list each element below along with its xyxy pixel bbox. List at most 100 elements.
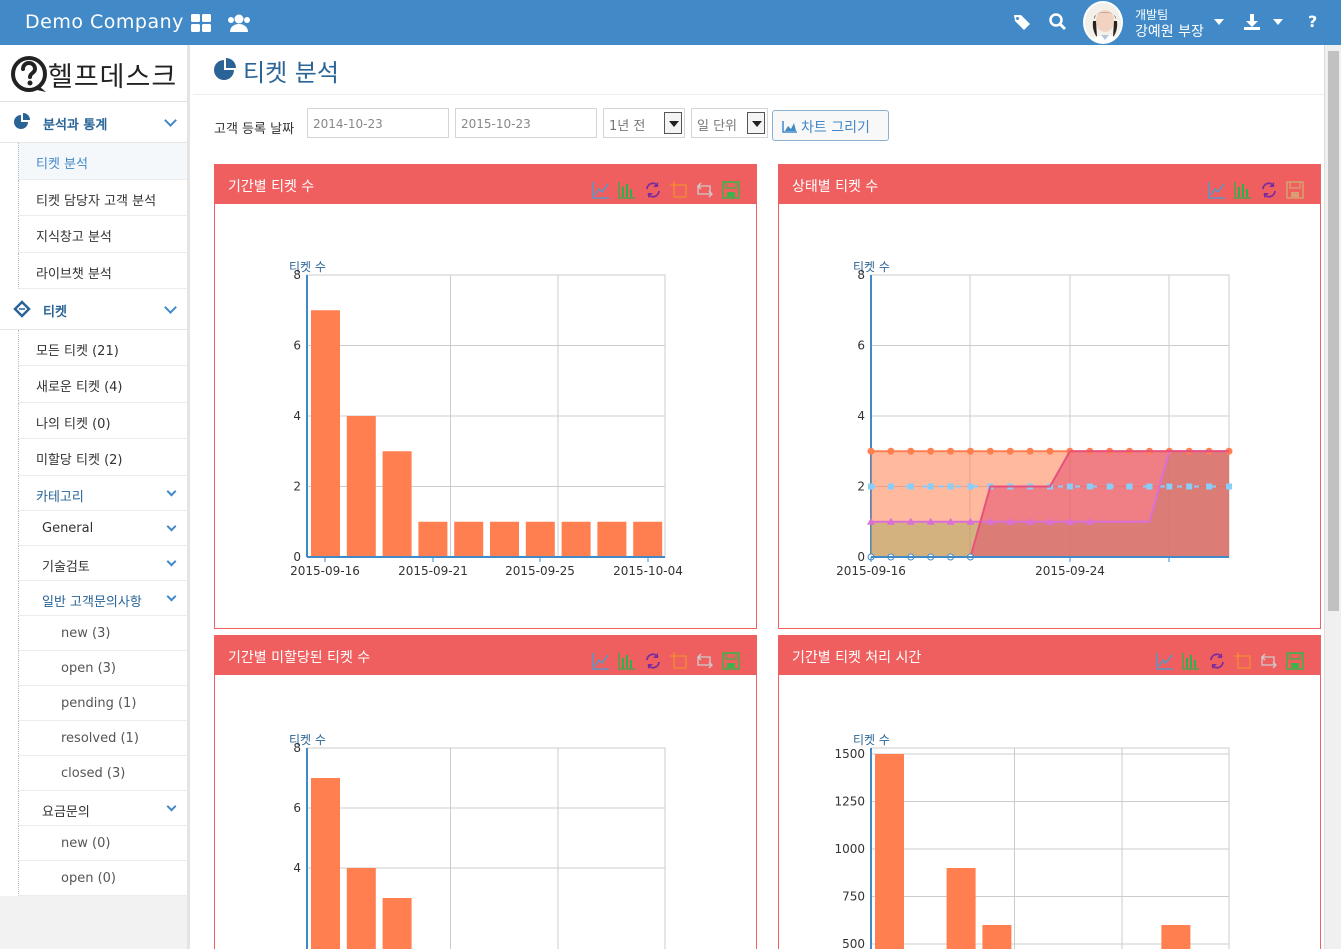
data-point	[887, 483, 894, 490]
restore-icon[interactable]	[644, 181, 664, 201]
line-chart-switch-icon[interactable]	[1156, 652, 1176, 672]
save-image-icon[interactable]	[1286, 652, 1306, 672]
unit-select-arrow-icon[interactable]	[747, 112, 765, 134]
data-point	[1006, 447, 1014, 455]
restore-icon[interactable]	[1208, 652, 1228, 672]
sidebar-item[interactable]: open (3)	[18, 650, 187, 686]
sidebar-item-label: 기술검토	[42, 559, 90, 575]
x-tick-label: 2015-09-24	[1035, 564, 1105, 578]
data-zoom-reset-icon[interactable]	[696, 652, 716, 672]
sidebar-item[interactable]: new (3)	[18, 615, 187, 651]
sidebar-section-1[interactable]: 티켓	[0, 289, 187, 330]
data-zoom-icon[interactable]	[670, 652, 690, 672]
sidebar-item[interactable]: 일반 고객문의사항	[18, 580, 187, 616]
data-zoom-reset-icon[interactable]	[696, 181, 716, 201]
bar-chart-switch-icon[interactable]	[618, 652, 638, 672]
data-point	[1026, 447, 1034, 455]
data-point	[907, 483, 914, 490]
data-point	[886, 517, 895, 525]
sidebar-item-label: 카테고리	[36, 489, 84, 505]
data-point	[907, 447, 915, 455]
sidebar-item[interactable]: 미할당 티켓 (2)	[18, 439, 187, 476]
unit-select[interactable]: 일 단위	[691, 108, 768, 138]
sidebar-item[interactable]: 요금문의	[18, 790, 187, 826]
sidebar-item[interactable]: 라이브챗 분석	[18, 252, 187, 289]
line-chart-switch-icon[interactable]	[592, 181, 612, 201]
data-point	[947, 483, 954, 490]
data-zoom-icon[interactable]	[670, 181, 690, 201]
user-avatar[interactable]	[1083, 1, 1123, 44]
chevron-down-icon[interactable]	[166, 591, 177, 602]
range-select-arrow-icon[interactable]	[664, 112, 682, 134]
y-tick-label: 1250	[834, 795, 865, 809]
data-point	[1186, 483, 1193, 490]
sidebar-section-0[interactable]: 분석과 통계	[0, 102, 187, 143]
date-from-input[interactable]: 2014-10-23	[307, 108, 449, 138]
data-point	[986, 517, 995, 525]
sidebar-item[interactable]: 티켓 담당자 고객 분석	[18, 179, 187, 216]
chevron-down-icon[interactable]	[164, 301, 177, 314]
date-to-input[interactable]: 2015-10-23	[455, 108, 597, 138]
data-zoom-reset-icon[interactable]	[1260, 652, 1280, 672]
x-tick-label: 2015-09-21	[398, 564, 468, 578]
company-brand[interactable]: Demo Company	[25, 11, 184, 33]
sidebar-item[interactable]: open (0)	[18, 860, 187, 896]
users-group-icon[interactable]	[227, 12, 250, 34]
data-zoom-icon[interactable]	[1234, 652, 1254, 672]
sidebar-item[interactable]: 티켓 분석	[18, 143, 187, 180]
sidebar-item[interactable]: resolved (1)	[18, 720, 187, 756]
draw-chart-button[interactable]: 차트 그리기	[772, 110, 889, 141]
data-point	[1086, 483, 1093, 490]
data-point	[966, 447, 974, 455]
page-scrollbar[interactable]	[1324, 45, 1341, 949]
chevron-down-icon[interactable]	[166, 521, 177, 532]
sidebar-item[interactable]: 지식창고 분석	[18, 216, 187, 253]
dashboard-grid-icon[interactable]	[190, 12, 212, 34]
sidebar-item[interactable]: General	[18, 510, 187, 546]
sidebar-item[interactable]: 기술검토	[18, 545, 187, 581]
pie-chart-icon	[13, 113, 31, 135]
bar-chart-switch-icon[interactable]	[1234, 181, 1254, 201]
save-image-icon[interactable]	[722, 181, 742, 201]
sidebar-item[interactable]: pending (1)	[18, 685, 187, 721]
search-icon[interactable]	[1048, 12, 1070, 34]
restore-icon[interactable]	[644, 652, 664, 672]
help-icon[interactable]: ?	[1308, 12, 1318, 31]
save-image-icon[interactable]	[722, 652, 742, 672]
chevron-down-icon[interactable]	[166, 486, 177, 497]
helpdesk-logo[interactable]: 헬프데스크	[0, 45, 187, 102]
sidebar-item[interactable]: 새로운 티켓 (4)	[18, 366, 187, 403]
bar-chart-switch-icon[interactable]	[618, 181, 638, 201]
data-point	[1226, 483, 1232, 490]
bar-chart-switch-icon[interactable]	[1182, 652, 1202, 672]
tags-icon[interactable]	[1012, 12, 1034, 34]
line-chart-switch-icon[interactable]	[1208, 181, 1228, 201]
y-tick-label: 8	[293, 741, 301, 755]
download-icon[interactable]	[1242, 12, 1264, 34]
data-point	[1046, 447, 1054, 455]
sidebar-item-label: General	[42, 520, 94, 536]
user-name[interactable]: 강예원 부장	[1135, 24, 1204, 40]
download-menu-caret-icon[interactable]	[1273, 19, 1283, 25]
sidebar-item[interactable]: 카테고리	[18, 475, 187, 511]
chart-processing-time-by-period: 티켓 수 500 750 1000 1250 1500	[834, 733, 1230, 949]
sidebar-item-label: 미할당 티켓 (2)	[36, 453, 123, 469]
panel-title: 기간별 티켓 수	[215, 165, 756, 204]
unit-select-value: 일 단위	[697, 119, 738, 134]
top-navbar: Demo Company 개발팀 강예원 부장 ?	[0, 0, 1341, 45]
sidebar-item[interactable]: new (0)	[18, 825, 187, 861]
sidebar-item[interactable]: 모든 티켓 (21)	[18, 330, 187, 367]
sidebar-item[interactable]: closed (3)	[18, 755, 187, 791]
chevron-down-icon[interactable]	[166, 801, 177, 812]
sidebar-item[interactable]: 나의 티켓 (0)	[18, 402, 187, 440]
data-point	[868, 483, 874, 490]
line-chart-switch-icon[interactable]	[592, 652, 612, 672]
user-menu-caret-icon[interactable]	[1214, 19, 1224, 25]
chevron-down-icon[interactable]	[166, 556, 177, 567]
restore-icon[interactable]	[1260, 181, 1280, 201]
chevron-down-icon[interactable]	[164, 114, 177, 127]
y-tick-label: 750	[842, 890, 865, 904]
range-select[interactable]: 1년 전	[603, 108, 685, 138]
scrollbar-thumb[interactable]	[1328, 51, 1339, 611]
save-image-icon[interactable]	[1286, 181, 1306, 201]
